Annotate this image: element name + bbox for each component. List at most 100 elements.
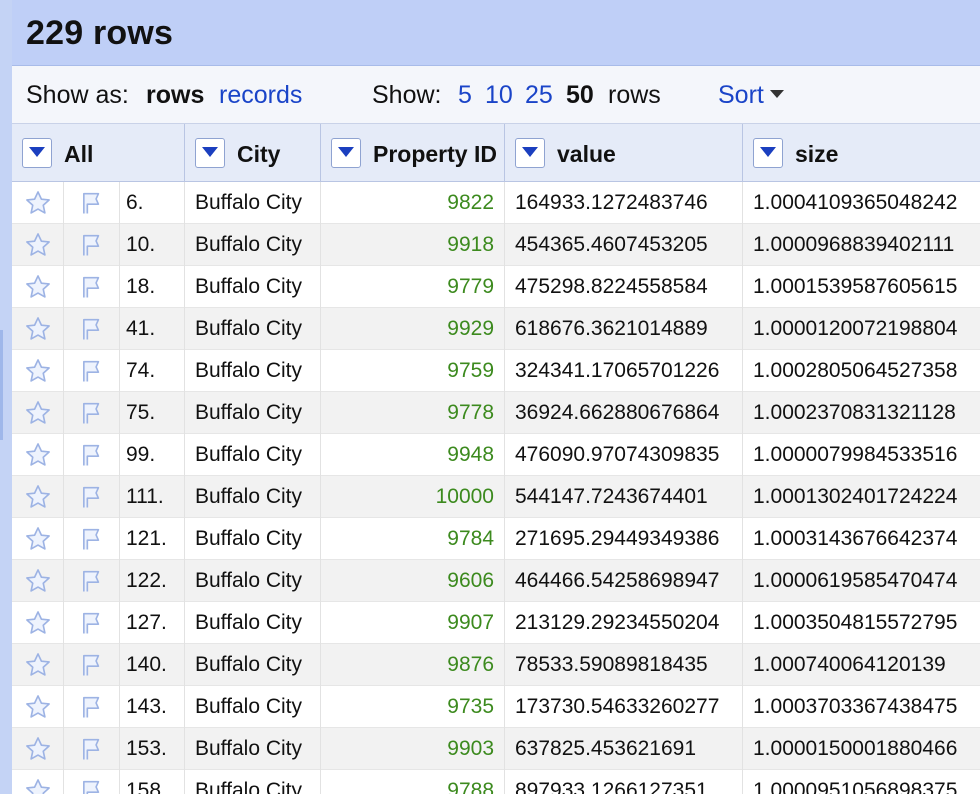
size-cell[interactable]: 1.0000079984533516 [753,443,958,466]
property-id-cell[interactable]: 10000 [321,476,505,518]
property-id-cell[interactable]: 9918 [321,224,505,266]
property-id-cell[interactable]: 9779 [321,266,505,308]
star-icon[interactable] [12,770,64,794]
city-cell[interactable]: Buffalo City [185,392,321,434]
value-cell[interactable]: 897933.1266127351 [505,770,743,794]
value-cell[interactable]: 464466.54258698947 [505,560,743,602]
flag-icon[interactable] [64,182,120,224]
size-cell[interactable]: 1.000740064120139 [753,653,946,676]
star-icon[interactable] [12,644,64,686]
flag-icon[interactable] [64,266,120,308]
flag-icon[interactable] [64,476,120,518]
column-menu-value-icon[interactable] [515,138,545,168]
property-id-cell[interactable]: 9822 [321,182,505,224]
size-cell[interactable]: 1.0000968839402111 [753,233,955,256]
flag-icon[interactable] [64,770,120,794]
star-icon[interactable] [12,602,64,644]
size-cell[interactable]: 1.0000619585470474 [753,569,958,592]
property-id-cell[interactable]: 9929 [321,308,505,350]
property-id-cell[interactable]: 9948 [321,434,505,476]
flag-icon[interactable] [64,392,120,434]
star-icon[interactable] [12,392,64,434]
city-cell[interactable]: Buffalo City [185,182,321,224]
value-cell[interactable]: 454365.4607453205 [505,224,743,266]
star-icon[interactable] [12,434,64,476]
city-cell[interactable]: Buffalo City [185,770,321,794]
page-size-25[interactable]: 25 [525,81,553,109]
column-menu-all-icon[interactable] [22,138,52,168]
city-cell[interactable]: Buffalo City [185,308,321,350]
size-cell[interactable]: 1.0000951056898375 [753,779,958,794]
size-cell[interactable]: 1.0001302401724224 [753,485,958,508]
records-mode-link[interactable]: records [219,81,303,109]
city-cell[interactable]: Buffalo City [185,224,321,266]
rows-mode-option[interactable]: rows [146,81,205,109]
city-cell[interactable]: Buffalo City [185,518,321,560]
column-menu-property-id-icon[interactable] [331,138,361,168]
flag-icon[interactable] [64,728,120,770]
star-icon[interactable] [12,182,64,224]
value-cell[interactable]: 271695.29449349386 [505,518,743,560]
page-size-5[interactable]: 5 [458,81,472,109]
flag-icon[interactable] [64,602,120,644]
value-cell[interactable]: 637825.453621691 [505,728,743,770]
value-cell[interactable]: 544147.7243674401 [505,476,743,518]
size-cell[interactable]: 1.0001539587605615 [753,275,958,298]
value-cell[interactable]: 36924.662880676864 [505,392,743,434]
flag-icon[interactable] [64,518,120,560]
size-cell[interactable]: 1.0002370831321128 [753,401,956,424]
star-icon[interactable] [12,350,64,392]
city-cell[interactable]: Buffalo City [185,602,321,644]
star-icon[interactable] [12,224,64,266]
city-cell[interactable]: Buffalo City [185,686,321,728]
column-menu-city-icon[interactable] [195,138,225,168]
star-icon[interactable] [12,266,64,308]
column-menu-size-icon[interactable] [753,138,783,168]
property-id-cell[interactable]: 9759 [321,350,505,392]
star-icon[interactable] [12,308,64,350]
sort-menu[interactable]: Sort [718,81,784,110]
city-cell[interactable]: Buffalo City [185,350,321,392]
size-cell[interactable]: 1.0000150001880466 [753,737,958,760]
star-icon[interactable] [12,476,64,518]
value-cell[interactable]: 475298.8224558584 [505,266,743,308]
property-id-cell[interactable]: 9735 [321,686,505,728]
star-icon[interactable] [12,686,64,728]
property-id-cell[interactable]: 9778 [321,392,505,434]
flag-icon[interactable] [64,350,120,392]
star-icon[interactable] [12,728,64,770]
property-id-cell[interactable]: 9606 [321,560,505,602]
size-cell[interactable]: 1.0000120072198804 [753,317,958,340]
size-cell[interactable]: 1.0003703367438475 [753,695,958,718]
value-cell[interactable]: 213129.29234550204 [505,602,743,644]
star-icon[interactable] [12,560,64,602]
flag-icon[interactable] [64,686,120,728]
page-size-50-selected[interactable]: 50 [566,81,594,109]
flag-icon[interactable] [64,224,120,266]
page-size-10[interactable]: 10 [485,81,513,109]
size-cell[interactable]: 1.0004109365048242 [753,191,958,214]
value-cell[interactable]: 78533.59089818435 [505,644,743,686]
size-cell[interactable]: 1.0003504815572795 [753,611,958,634]
flag-icon[interactable] [64,434,120,476]
city-cell[interactable]: Buffalo City [185,560,321,602]
flag-icon[interactable] [64,308,120,350]
property-id-cell[interactable]: 9876 [321,644,505,686]
value-cell[interactable]: 618676.3621014889 [505,308,743,350]
city-cell[interactable]: Buffalo City [185,728,321,770]
property-id-cell[interactable]: 9907 [321,602,505,644]
value-cell[interactable]: 173730.54633260277 [505,686,743,728]
flag-icon[interactable] [64,644,120,686]
city-cell[interactable]: Buffalo City [185,476,321,518]
flag-icon[interactable] [64,560,120,602]
city-cell[interactable]: Buffalo City [185,266,321,308]
city-cell[interactable]: Buffalo City [185,434,321,476]
size-cell[interactable]: 1.0003143676642374 [753,527,958,550]
property-id-cell[interactable]: 9903 [321,728,505,770]
size-cell[interactable]: 1.0002805064527358 [753,359,958,382]
value-cell[interactable]: 476090.97074309835 [505,434,743,476]
star-icon[interactable] [12,518,64,560]
value-cell[interactable]: 164933.1272483746 [505,182,743,224]
value-cell[interactable]: 324341.17065701226 [505,350,743,392]
property-id-cell[interactable]: 9784 [321,518,505,560]
